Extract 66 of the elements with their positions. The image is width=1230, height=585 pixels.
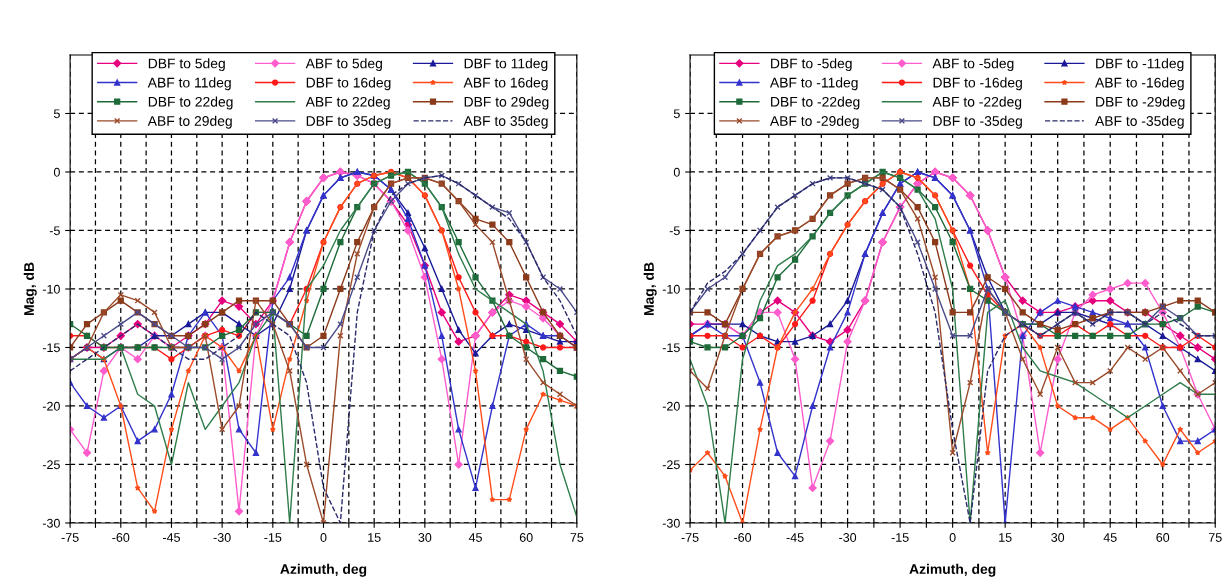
x-tick-label: 15 — [999, 533, 1012, 542]
y-tick-label: -15 — [662, 343, 680, 353]
legend-label: ABF to -22deg — [932, 96, 1022, 110]
x-tick-label: 0 — [320, 533, 327, 542]
legend-label: ABF to -5deg — [932, 58, 1014, 72]
x-tick-label: -75 — [61, 533, 79, 542]
x-tick-label: -45 — [162, 533, 180, 542]
y-tick-label: -30 — [42, 518, 60, 528]
y-tick-label: -25 — [662, 460, 680, 470]
legend-label: DBF to 29deg — [464, 96, 549, 110]
y-tick-label: 0 — [673, 167, 680, 177]
legend-label: DBF to -5deg — [771, 58, 852, 72]
y-tick-label: 5 — [673, 109, 680, 119]
y-axis-title: Mag, dB — [23, 262, 37, 316]
legend-label: ABF to -16deg — [1095, 77, 1184, 91]
x-tick-label: 15 — [368, 533, 381, 542]
x-tick-label: -15 — [891, 533, 909, 542]
x-tick-label: 75 — [570, 533, 584, 542]
legend-label: ABF to 35deg — [463, 115, 548, 129]
x-tick-label: 30 — [418, 533, 432, 542]
legend-label: DBF to -11deg — [1096, 58, 1184, 72]
y-tick-label: -20 — [662, 401, 680, 411]
legend-label: ABF to 11deg — [147, 77, 231, 91]
x-axis-title: Azimuth, deg — [280, 563, 367, 577]
legend-label: DBF to 16deg — [306, 77, 391, 91]
x-tick-label: -45 — [786, 533, 804, 542]
x-tick-label: 45 — [1103, 533, 1117, 542]
x-tick-label: -60 — [112, 533, 130, 542]
legend-label: DBF to 5deg — [148, 58, 225, 72]
x-axis-title: Azimuth, deg — [909, 563, 996, 577]
y-tick-label: -25 — [42, 460, 60, 470]
legend-label: DBF to 35deg — [306, 115, 391, 129]
x-tick-label: -60 — [734, 533, 752, 542]
x-tick-label: -30 — [839, 533, 857, 542]
x-tick-label: 0 — [949, 533, 956, 542]
legend-label: DBF to -29deg — [1096, 96, 1185, 110]
legend-label: ABF to 29deg — [147, 115, 232, 129]
legend-label: DBF to 11deg — [464, 58, 548, 72]
y-tick-label: -20 — [42, 401, 60, 411]
legend-label: ABF to -35deg — [1095, 115, 1184, 129]
legend-label: DBF to -35deg — [933, 115, 1022, 129]
x-tick-label: -75 — [681, 533, 699, 542]
x-tick-label: 45 — [468, 533, 482, 542]
x-tick-label: -30 — [213, 533, 231, 542]
y-axis-title: Mag, dB — [643, 262, 657, 316]
legend-label: DBF to -22deg — [771, 96, 860, 110]
y-tick-label: -15 — [42, 343, 60, 353]
y-tick-label: 5 — [53, 109, 60, 119]
legend-label: ABF to -11deg — [769, 77, 858, 91]
x-tick-label: 30 — [1051, 533, 1065, 542]
legend-label: ABF to 16deg — [463, 77, 548, 91]
legend-label: ABF to 22deg — [305, 96, 390, 110]
y-tick-label: -5 — [49, 226, 60, 236]
x-tick-label: 75 — [1208, 533, 1222, 542]
legend-label: ABF to 5deg — [305, 58, 382, 72]
legend-label: DBF to -16deg — [933, 77, 1022, 91]
x-tick-label: 60 — [519, 533, 533, 542]
y-tick-label: -5 — [669, 226, 680, 236]
y-tick-label: -10 — [42, 284, 60, 294]
legend-label: DBF to 22deg — [148, 96, 233, 110]
y-tick-label: -10 — [662, 284, 680, 294]
y-tick-label: -30 — [662, 518, 680, 528]
x-tick-label: 60 — [1156, 533, 1170, 542]
y-tick-label: 0 — [53, 167, 60, 177]
legend-label: ABF to -29deg — [769, 115, 859, 129]
x-tick-label: -15 — [264, 533, 282, 542]
